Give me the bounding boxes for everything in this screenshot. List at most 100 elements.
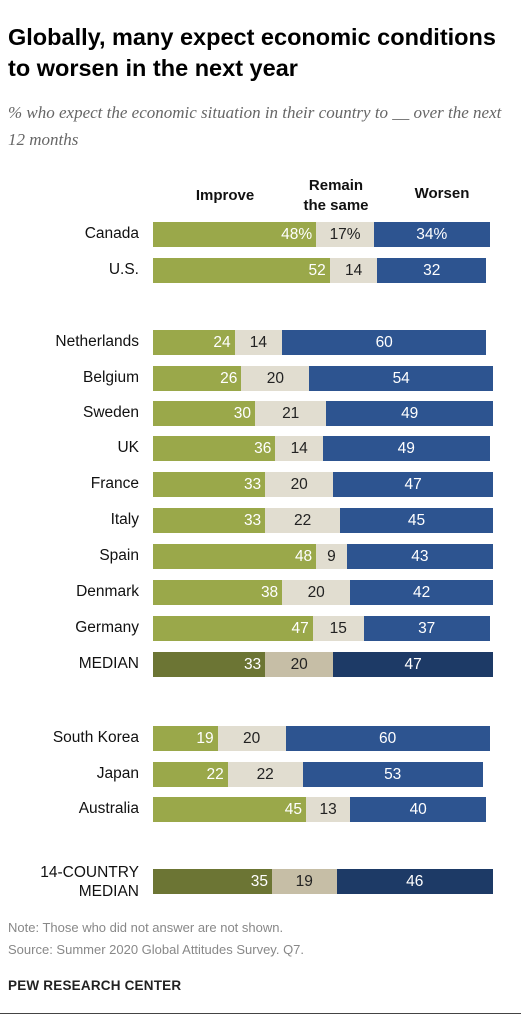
bar-improve-australia bbox=[153, 797, 306, 822]
bar-remain-the-same-median bbox=[265, 652, 334, 677]
value-label-remain-the-same-netherlands: 14 bbox=[249, 334, 268, 351]
value-label-improve-spain: 48 bbox=[294, 548, 313, 565]
bar-worsen-belgium bbox=[309, 366, 493, 391]
value-label-remain-the-same-canada: 17% bbox=[329, 226, 361, 243]
chart-note: Note: Those who did not answer are not s… bbox=[8, 920, 284, 935]
bar-improve-14-country-median bbox=[153, 869, 272, 894]
category-label-spain: Spain bbox=[99, 547, 139, 564]
value-label-remain-the-same-median: 20 bbox=[290, 656, 308, 673]
value-label-improve-netherlands: 24 bbox=[213, 334, 231, 351]
value-label-remain-the-same-sweden: 21 bbox=[282, 405, 300, 422]
value-label-improve-germany: 47 bbox=[291, 620, 309, 637]
value-label-remain-the-same-france: 20 bbox=[290, 476, 308, 493]
value-label-improve-uk: 36 bbox=[254, 440, 272, 457]
bar-worsen-italy bbox=[340, 508, 493, 533]
value-label-improve-france: 33 bbox=[243, 476, 262, 493]
value-label-worsen-median: 47 bbox=[404, 656, 422, 673]
column-header-remain-line2: the same bbox=[303, 197, 369, 214]
value-label-worsen-japan: 53 bbox=[384, 766, 402, 783]
bar-improve-south-korea bbox=[153, 726, 218, 751]
category-label-italy: Italy bbox=[110, 511, 139, 528]
bar-remain-the-same-japan bbox=[227, 762, 303, 787]
value-label-improve-south-korea: 19 bbox=[196, 730, 214, 747]
bar-worsen-sweden bbox=[326, 401, 493, 426]
category-label-belgium: Belgium bbox=[83, 369, 139, 386]
value-label-remain-the-same-australia: 13 bbox=[319, 801, 337, 818]
bar-worsen-u-s bbox=[377, 258, 487, 283]
value-label-improve-belgium: 26 bbox=[220, 370, 238, 387]
category-label-south-korea: South Korea bbox=[52, 729, 139, 746]
column-header-improve: Improve bbox=[195, 187, 255, 204]
category-label-germany: Germany bbox=[75, 619, 139, 636]
bar-worsen-australia bbox=[350, 797, 487, 822]
bar-worsen-germany bbox=[363, 616, 490, 641]
bar-improve-sweden bbox=[153, 401, 255, 426]
chart-source: Source: Summer 2020 Global Attitudes Sur… bbox=[8, 942, 305, 957]
bar-improve-italy bbox=[153, 508, 266, 533]
bar-worsen-median bbox=[333, 652, 493, 677]
value-label-remain-the-same-u-s: 14 bbox=[344, 262, 363, 279]
bar-remain-the-same-denmark bbox=[282, 580, 351, 605]
chart-title: Globally, many expect economic condition… bbox=[8, 24, 496, 81]
bar-improve-median bbox=[153, 652, 266, 677]
value-label-improve-14-country-median: 35 bbox=[250, 873, 268, 890]
value-label-remain-the-same-italy: 22 bbox=[293, 512, 312, 529]
category-label-u-s: U.S. bbox=[108, 261, 139, 278]
bar-worsen-japan bbox=[302, 762, 483, 787]
bar-improve-netherlands bbox=[153, 330, 235, 355]
value-label-remain-the-same-germany: 15 bbox=[329, 620, 347, 637]
value-label-worsen-uk: 49 bbox=[397, 440, 415, 457]
category-label-denmark: Denmark bbox=[76, 583, 139, 600]
category-label-sweden: Sweden bbox=[82, 404, 139, 421]
value-label-improve-u-s: 52 bbox=[308, 262, 326, 279]
column-header-remain-line1: Remain bbox=[308, 177, 364, 194]
bar-worsen-uk bbox=[323, 436, 490, 461]
column-header-remain-the-same: Remain the same bbox=[286, 176, 386, 216]
value-label-worsen-denmark: 42 bbox=[412, 584, 431, 601]
bar-remain-the-same-canada bbox=[316, 222, 374, 247]
value-label-worsen-spain: 43 bbox=[411, 548, 429, 565]
bar-improve-france bbox=[153, 472, 266, 497]
bar-improve-spain bbox=[153, 544, 317, 569]
value-label-improve-canada: 48% bbox=[281, 226, 313, 243]
value-label-improve-japan: 22 bbox=[206, 766, 224, 783]
value-label-improve-australia: 45 bbox=[284, 801, 302, 818]
category-label-netherlands: Netherlands bbox=[55, 333, 139, 350]
category-label-australia: Australia bbox=[78, 800, 139, 817]
bar-remain-the-same-spain bbox=[316, 544, 347, 569]
bar-remain-the-same-south-korea bbox=[217, 726, 286, 751]
value-label-improve-sweden: 30 bbox=[233, 405, 251, 422]
value-label-improve-denmark: 38 bbox=[260, 584, 279, 601]
value-label-worsen-sweden: 49 bbox=[401, 405, 419, 422]
value-label-worsen-south-korea: 60 bbox=[378, 730, 397, 747]
value-label-worsen-germany: 37 bbox=[418, 620, 436, 637]
value-label-worsen-france: 47 bbox=[404, 476, 422, 493]
bar-remain-the-same-belgium bbox=[241, 366, 310, 391]
bar-improve-denmark bbox=[153, 580, 283, 605]
value-label-remain-the-same-14-country-median: 19 bbox=[295, 873, 313, 890]
category-label-japan: Japan bbox=[96, 765, 139, 782]
value-label-improve-italy: 33 bbox=[243, 512, 262, 529]
value-label-worsen-canada: 34% bbox=[416, 226, 448, 243]
bar-worsen-spain bbox=[346, 544, 493, 569]
bar-remain-the-same-germany bbox=[312, 616, 364, 641]
value-label-worsen-belgium: 54 bbox=[392, 370, 410, 387]
value-label-remain-the-same-south-korea: 20 bbox=[242, 730, 261, 747]
bar-remain-the-same-uk bbox=[275, 436, 323, 461]
value-label-remain-the-same-japan: 22 bbox=[256, 766, 274, 783]
bar-improve-uk bbox=[153, 436, 276, 461]
value-label-remain-the-same-uk: 14 bbox=[290, 440, 308, 457]
bar-worsen-denmark bbox=[350, 580, 493, 605]
category-label-france: France bbox=[90, 475, 139, 492]
bar-improve-u-s bbox=[153, 258, 330, 283]
bar-improve-canada bbox=[153, 222, 317, 247]
bar-remain-the-same-sweden bbox=[255, 401, 327, 426]
bar-worsen-canada bbox=[374, 222, 490, 247]
chart-subtitle: % who expect the economic situation in t… bbox=[8, 103, 502, 149]
footer-brand: PEW RESEARCH CENTER bbox=[8, 978, 182, 993]
value-label-worsen-italy: 45 bbox=[407, 512, 426, 529]
bar-worsen-france bbox=[333, 472, 493, 497]
value-label-worsen-netherlands: 60 bbox=[375, 334, 393, 351]
value-label-worsen-u-s: 32 bbox=[423, 262, 441, 279]
bar-improve-belgium bbox=[153, 366, 242, 391]
